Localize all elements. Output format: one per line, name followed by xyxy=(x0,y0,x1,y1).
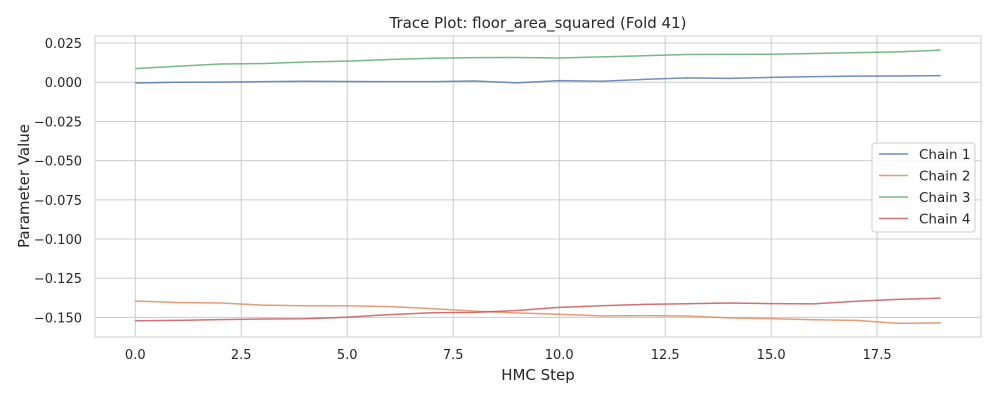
plot-border xyxy=(94,35,982,338)
y-tick-label: −0.150 xyxy=(34,311,82,326)
series-line-chain-4 xyxy=(135,297,941,322)
legend-box xyxy=(871,142,976,233)
x-tick-label: 0.0 xyxy=(125,348,146,363)
x-tick-label: 12.5 xyxy=(651,348,680,363)
y-tick-label: 0.000 xyxy=(45,76,82,91)
y-tick-label: −0.125 xyxy=(34,272,82,287)
plot-frame xyxy=(94,35,982,338)
y-tick-label: −0.050 xyxy=(34,155,82,170)
chart-title: Trace Plot: floor_area_squared (Fold 41) xyxy=(389,14,687,33)
x-tick-label: 10.0 xyxy=(545,348,574,363)
series-line-chain-2 xyxy=(135,300,941,325)
series-line-chain-1 xyxy=(135,74,941,84)
x-axis-title: HMC Step xyxy=(501,366,575,384)
y-axis-title: Parameter Value xyxy=(15,124,33,248)
x-tick-label: 7.5 xyxy=(443,348,464,363)
x-tick-label: 15.0 xyxy=(757,348,786,363)
x-tick-label: 17.5 xyxy=(863,348,892,363)
legend: Chain 1 Chain 2 Chain 3 Chain 4 xyxy=(871,142,976,233)
y-tick-label: 0.025 xyxy=(45,37,82,52)
plot-area xyxy=(95,36,981,337)
y-tick-label: −0.100 xyxy=(34,233,82,248)
series-line-chain-3 xyxy=(135,49,941,70)
series-lines xyxy=(135,49,941,325)
x-tick-label: 2.5 xyxy=(231,348,252,363)
x-tick-labels: 0.0 2.5 5.0 7.5 10.0 12.5 15.0 17.5 xyxy=(125,348,892,363)
legend-label-chain-2: Chain 2 xyxy=(919,169,970,185)
legend-label-chain-3: Chain 3 xyxy=(919,190,970,206)
y-tick-labels: 0.025 0.000 −0.025 −0.050 −0.075 −0.100 −0.125… xyxy=(34,37,82,326)
y-tick-label: −0.075 xyxy=(34,194,82,209)
legend-label-chain-1: Chain 1 xyxy=(919,147,970,163)
x-gridlines xyxy=(134,36,878,337)
y-tick-label: −0.025 xyxy=(34,115,82,130)
legend-label-chain-4: Chain 4 xyxy=(919,212,970,228)
x-tick-label: 5.0 xyxy=(337,348,358,363)
